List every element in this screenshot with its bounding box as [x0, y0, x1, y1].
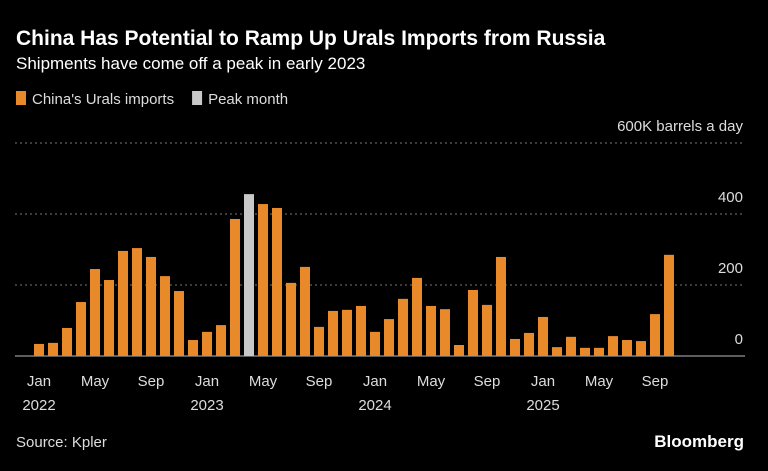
- bar: [580, 347, 590, 356]
- bar: [384, 319, 394, 356]
- bar: [300, 266, 310, 356]
- bar: [174, 291, 184, 356]
- bar: [202, 331, 212, 356]
- x-tick-label: Sep: [137, 373, 165, 390]
- bar: [62, 327, 72, 356]
- x-tick-label: Jan 2025: [526, 373, 560, 414]
- chart-subtitle: Shipments have come off a peak in early …: [16, 54, 366, 73]
- bar: [146, 256, 156, 356]
- y-tick-label: 200: [718, 260, 743, 277]
- x-tick-label: Jan 2024: [358, 373, 392, 414]
- x-tick-label: May: [416, 373, 446, 390]
- bar: [426, 305, 436, 356]
- x-tick-label: Sep: [641, 373, 669, 390]
- bar: [244, 194, 254, 356]
- bar: [468, 289, 478, 356]
- bar: [328, 310, 338, 356]
- bar: [286, 282, 296, 356]
- x-tick-label: Sep: [473, 373, 501, 390]
- legend-swatch: [192, 91, 203, 105]
- bar: [538, 316, 548, 356]
- bar: [118, 250, 128, 356]
- y-tick-label: 600K barrels a day: [617, 118, 743, 135]
- x-tick-label: Sep: [305, 373, 333, 390]
- legend-swatch: [16, 91, 26, 105]
- bar: [636, 341, 646, 356]
- bar: [594, 347, 604, 356]
- bar: [482, 304, 492, 356]
- bar: [496, 256, 506, 356]
- x-tick-label: May: [80, 373, 110, 390]
- bar: [314, 326, 324, 356]
- bar: [650, 314, 660, 356]
- bar: [552, 347, 562, 356]
- bar: [216, 325, 226, 356]
- y-tick-label: 400: [718, 189, 743, 206]
- bar: [356, 305, 366, 356]
- bar: [412, 277, 422, 356]
- x-tick-label: Jan 2022: [22, 373, 56, 414]
- bar: [342, 309, 352, 356]
- bar: [258, 204, 268, 356]
- brand: Bloomberg: [654, 432, 744, 451]
- bar: [272, 207, 282, 356]
- chart-title: China Has Potential to Ramp Up Urals Imp…: [16, 27, 606, 50]
- bar: [608, 336, 618, 356]
- source: Source: Kpler: [16, 434, 107, 451]
- bar: [230, 218, 240, 356]
- bar: [34, 343, 44, 356]
- y-tick-label: 0: [735, 331, 743, 348]
- x-tick-label: Jan 2023: [190, 373, 224, 414]
- bar: [370, 331, 380, 356]
- bar: [104, 280, 114, 356]
- bar: [622, 340, 632, 356]
- bar: [566, 336, 576, 356]
- bar: [524, 332, 534, 356]
- x-tick-label: May: [248, 373, 278, 390]
- bar: [664, 254, 674, 356]
- legend-label: China's Urals imports: [32, 91, 174, 108]
- bar: [398, 298, 408, 356]
- bar: [188, 340, 198, 356]
- bar: [76, 302, 86, 356]
- bar: [160, 276, 170, 356]
- x-tick-label: May: [584, 373, 614, 390]
- bar: [132, 248, 142, 356]
- legend-label: Peak month: [208, 91, 288, 108]
- bar: [510, 338, 520, 356]
- bar: [90, 269, 100, 356]
- bar: [48, 342, 58, 356]
- bar: [440, 309, 450, 356]
- bar: [454, 344, 464, 356]
